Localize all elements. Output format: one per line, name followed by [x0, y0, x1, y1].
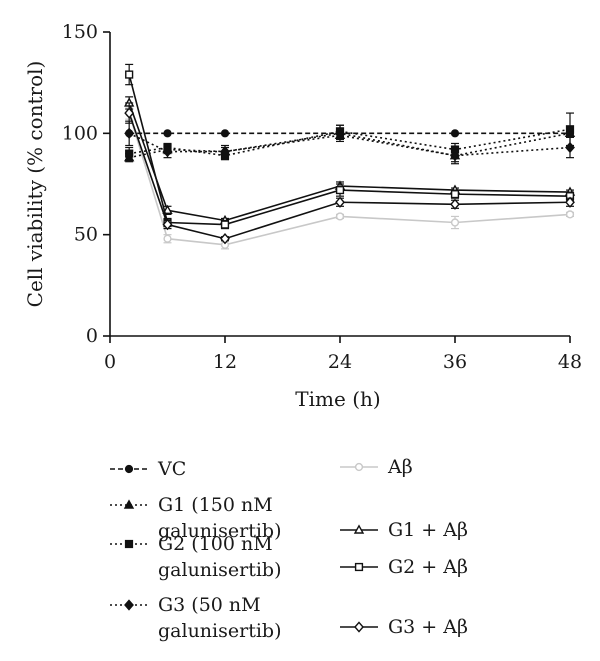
series-line — [129, 128, 571, 157]
data-point — [335, 212, 345, 221]
plot-area — [123, 63, 576, 250]
data-point — [220, 129, 230, 138]
data-point — [450, 198, 460, 210]
x-tick-label: 12 — [213, 351, 237, 373]
data-point — [565, 210, 575, 219]
data-point — [162, 204, 173, 215]
legend-swatch-marker — [124, 599, 134, 611]
y-tick-label: 0 — [86, 325, 98, 347]
legend-item: G2 + Aβ — [340, 556, 468, 578]
data-point — [220, 220, 230, 229]
x-tick-label: 0 — [104, 351, 116, 373]
axes: 0 50 100 150 0 12 24 36 48 Time (h) Cell viability… — [23, 21, 582, 411]
data-point — [565, 196, 575, 208]
legend-swatch-marker — [354, 562, 364, 572]
legend-label: VC — [157, 458, 186, 480]
legend-item: VC — [110, 458, 186, 480]
data-point — [162, 145, 173, 158]
legend-label: G3 (50 nM galunisertib) — [158, 594, 281, 642]
y-tick-label: 100 — [62, 122, 98, 144]
x-tick-label: 48 — [558, 351, 582, 373]
legend-label: Aβ — [387, 456, 413, 478]
data-point — [565, 141, 575, 154]
legend-label: G3 + Aβ — [388, 616, 468, 638]
legend: VC Aβ G1 (150 nM galunisertib) G1 + Aβ G2 (10… — [110, 456, 468, 642]
legend-item: G1 (150 nM galunisertib) — [110, 494, 281, 542]
legend-swatch-marker — [124, 464, 134, 474]
data-point — [335, 127, 345, 140]
legend-swatch-marker — [354, 462, 364, 472]
legend-label: G2 (100 nM galunisertib) — [158, 533, 281, 581]
series-line — [128, 112, 571, 240]
data-point — [450, 129, 460, 138]
data-point — [124, 127, 135, 140]
data-point — [335, 185, 345, 195]
legend-swatch-marker — [123, 499, 135, 509]
series-3 — [123, 96, 576, 225]
series-line — [129, 132, 571, 159]
legend-item: G3 + Aβ — [340, 616, 468, 638]
legend-item: G1 + Aβ — [340, 519, 468, 541]
data-point — [335, 196, 345, 208]
series-1 — [125, 106, 575, 250]
legend-item: G3 (50 nM galunisertib) — [110, 594, 281, 642]
y-axis-title: Cell viability (% control) — [23, 61, 47, 308]
series-line — [128, 74, 571, 226]
data-point — [565, 125, 575, 134]
data-point — [220, 145, 230, 158]
series-line — [128, 102, 571, 222]
legend-label: G1 (150 nM galunisertib) — [158, 494, 281, 542]
legend-label: G2 + Aβ — [388, 556, 468, 578]
x-tick-label: 24 — [328, 351, 352, 373]
data-point — [163, 129, 172, 138]
legend-swatch-marker — [354, 621, 364, 633]
data-point — [125, 149, 134, 158]
legend-label: G1 + Aβ — [388, 519, 468, 541]
legend-swatch-marker — [124, 539, 134, 549]
data-point — [450, 218, 460, 227]
data-point — [450, 190, 460, 199]
data-point — [125, 70, 134, 79]
y-tick-label: 150 — [62, 21, 98, 43]
data-point — [162, 218, 173, 231]
series-line — [128, 112, 571, 246]
data-point — [450, 149, 460, 162]
series-6 — [124, 120, 575, 165]
series-line — [128, 132, 571, 157]
data-point — [163, 234, 172, 243]
data-point — [220, 233, 230, 245]
x-axis-title: Time (h) — [295, 387, 380, 411]
legend-item: Aβ — [340, 456, 413, 478]
series-7 — [124, 102, 575, 245]
data-point — [124, 107, 135, 119]
legend-swatch-marker — [353, 524, 365, 534]
x-tick-label: 36 — [443, 351, 467, 373]
legend-item: G2 (100 nM galunisertib) — [110, 533, 281, 581]
y-tick-label: 50 — [74, 224, 98, 246]
